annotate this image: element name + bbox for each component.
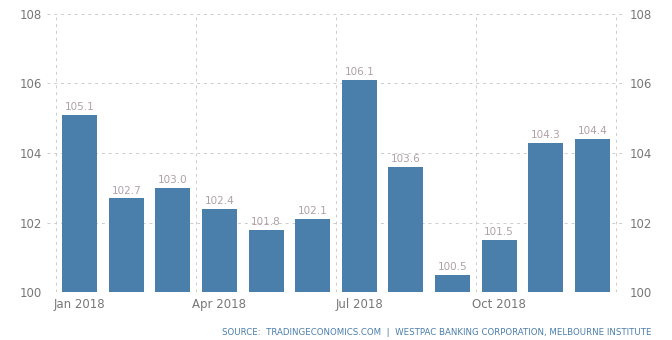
Bar <box>109 198 144 292</box>
Text: 102.4: 102.4 <box>204 196 235 206</box>
Text: 105.1: 105.1 <box>65 102 95 112</box>
Bar <box>528 142 563 292</box>
Bar <box>435 275 470 292</box>
Bar <box>342 80 377 292</box>
Bar <box>388 167 423 292</box>
Bar <box>482 240 517 292</box>
Text: 102.7: 102.7 <box>112 186 141 196</box>
Text: 101.5: 101.5 <box>485 227 514 237</box>
Bar <box>575 139 610 292</box>
Bar <box>249 230 284 292</box>
Text: SOURCE:  TRADINGECONOMICS.COM  |  WESTPAC BANKING CORPORATION, MELBOURNE INSTITU: SOURCE: TRADINGECONOMICS.COM | WESTPAC B… <box>222 328 652 337</box>
Text: 103.6: 103.6 <box>391 154 421 164</box>
Text: 104.3: 104.3 <box>531 130 560 140</box>
Bar <box>202 209 237 292</box>
Text: 101.8: 101.8 <box>251 217 281 227</box>
Bar <box>155 188 190 292</box>
Text: 102.1: 102.1 <box>298 206 327 217</box>
Text: 104.4: 104.4 <box>577 126 607 136</box>
Text: 106.1: 106.1 <box>345 67 374 77</box>
Bar <box>62 115 97 292</box>
Text: 103.0: 103.0 <box>158 175 187 185</box>
Bar <box>295 219 330 292</box>
Text: 100.5: 100.5 <box>437 262 467 272</box>
